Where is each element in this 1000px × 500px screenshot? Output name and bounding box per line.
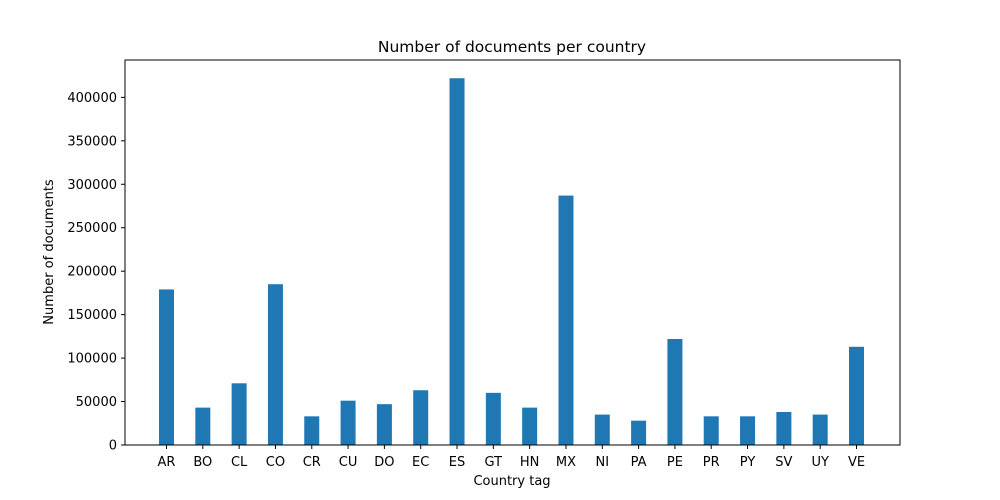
bar-do [376, 404, 392, 445]
bar-ar [159, 289, 174, 445]
x-tick-label: CL [231, 455, 248, 470]
bar-pr [703, 416, 719, 445]
y-tick-label: 350000 [67, 134, 117, 149]
x-tick-label: BO [193, 455, 212, 470]
x-tick-label: PR [703, 455, 720, 470]
x-tick-label: VE [848, 455, 865, 470]
y-tick-label: 100000 [67, 352, 117, 367]
y-tick-label: 400000 [67, 91, 117, 106]
x-tick-label: SV [775, 455, 792, 470]
x-tick-label: HN [520, 455, 540, 470]
bar-pa [631, 420, 647, 445]
bar-hn [522, 407, 538, 445]
x-tick-label: PE [667, 455, 683, 470]
x-tick-label: PY [740, 455, 756, 470]
y-tick-label: 50000 [76, 395, 117, 410]
y-axis: 0 50000 100000 150000 200000 250000 300000 3500… [67, 91, 125, 454]
x-tick-label: CO [266, 455, 285, 470]
bar-cl [231, 383, 247, 445]
x-tick-label: AR [158, 455, 176, 470]
x-tick-label: DO [374, 455, 394, 470]
bar-bo [195, 407, 211, 445]
bar-cu [340, 400, 356, 445]
bar-co [267, 284, 283, 445]
bar-sv [776, 411, 792, 445]
x-tick-label: ES [449, 455, 465, 470]
plot-frame [124, 59, 901, 446]
x-tick-label: MX [556, 455, 576, 470]
x-tick-label: GT [485, 455, 503, 470]
y-tick-label: 150000 [67, 308, 117, 323]
x-tick-label: CR [303, 455, 321, 470]
bar-cr [304, 416, 320, 445]
bars-layer [159, 78, 864, 446]
x-tick-label: NI [596, 455, 610, 470]
y-tick-label: 250000 [67, 221, 117, 236]
bar-es [449, 78, 465, 446]
y-tick-label: 300000 [67, 178, 117, 193]
bar-ve [849, 346, 864, 445]
bar-mx [558, 195, 574, 445]
bar-ni [594, 414, 610, 445]
x-tick-label: CU [339, 455, 358, 470]
bar-uy [812, 414, 828, 445]
x-tick-label: EC [412, 455, 429, 470]
y-tick-label: 0 [109, 439, 117, 454]
bar-gt [485, 392, 501, 445]
chart-title: Number of documents per country [378, 38, 646, 56]
x-tick-label: UY [811, 455, 829, 470]
bar-ec [413, 390, 429, 445]
y-axis-title: Number of documents [42, 179, 57, 325]
y-tick-label: 200000 [67, 265, 117, 280]
x-axis: AR BO CL CO CR CU DO EC ES GT HN MX NI PA PE PR PY SV UY VE [158, 445, 865, 470]
bar-py [740, 416, 756, 445]
bar-pe [667, 338, 683, 445]
x-tick-label: PA [631, 455, 647, 470]
x-axis-title: Country tag [473, 474, 550, 489]
